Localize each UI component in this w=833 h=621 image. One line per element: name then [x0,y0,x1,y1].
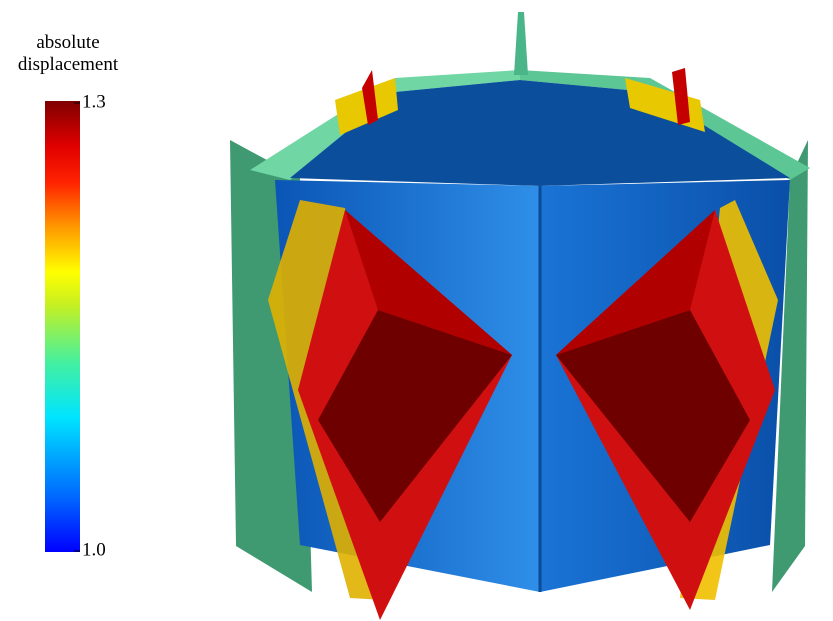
left-pyramid-face [318,310,512,522]
left-pyramid-face [345,210,512,355]
colorbar [45,101,80,552]
right-frame [772,140,808,592]
top-fin [514,12,528,75]
right-pyramid-face [556,210,715,355]
colorbar-title: absolute displacement [17,32,119,75]
colorbar-gradient [45,101,80,552]
top-spike [672,68,690,125]
colorbar-tick-label: 1.0 [82,539,106,560]
rendering [230,12,810,620]
top-rim-left [250,70,520,180]
colorbar-tick-label: 1.3 [82,91,106,112]
right-pyramid-face [556,310,750,522]
top-spike [362,70,378,125]
